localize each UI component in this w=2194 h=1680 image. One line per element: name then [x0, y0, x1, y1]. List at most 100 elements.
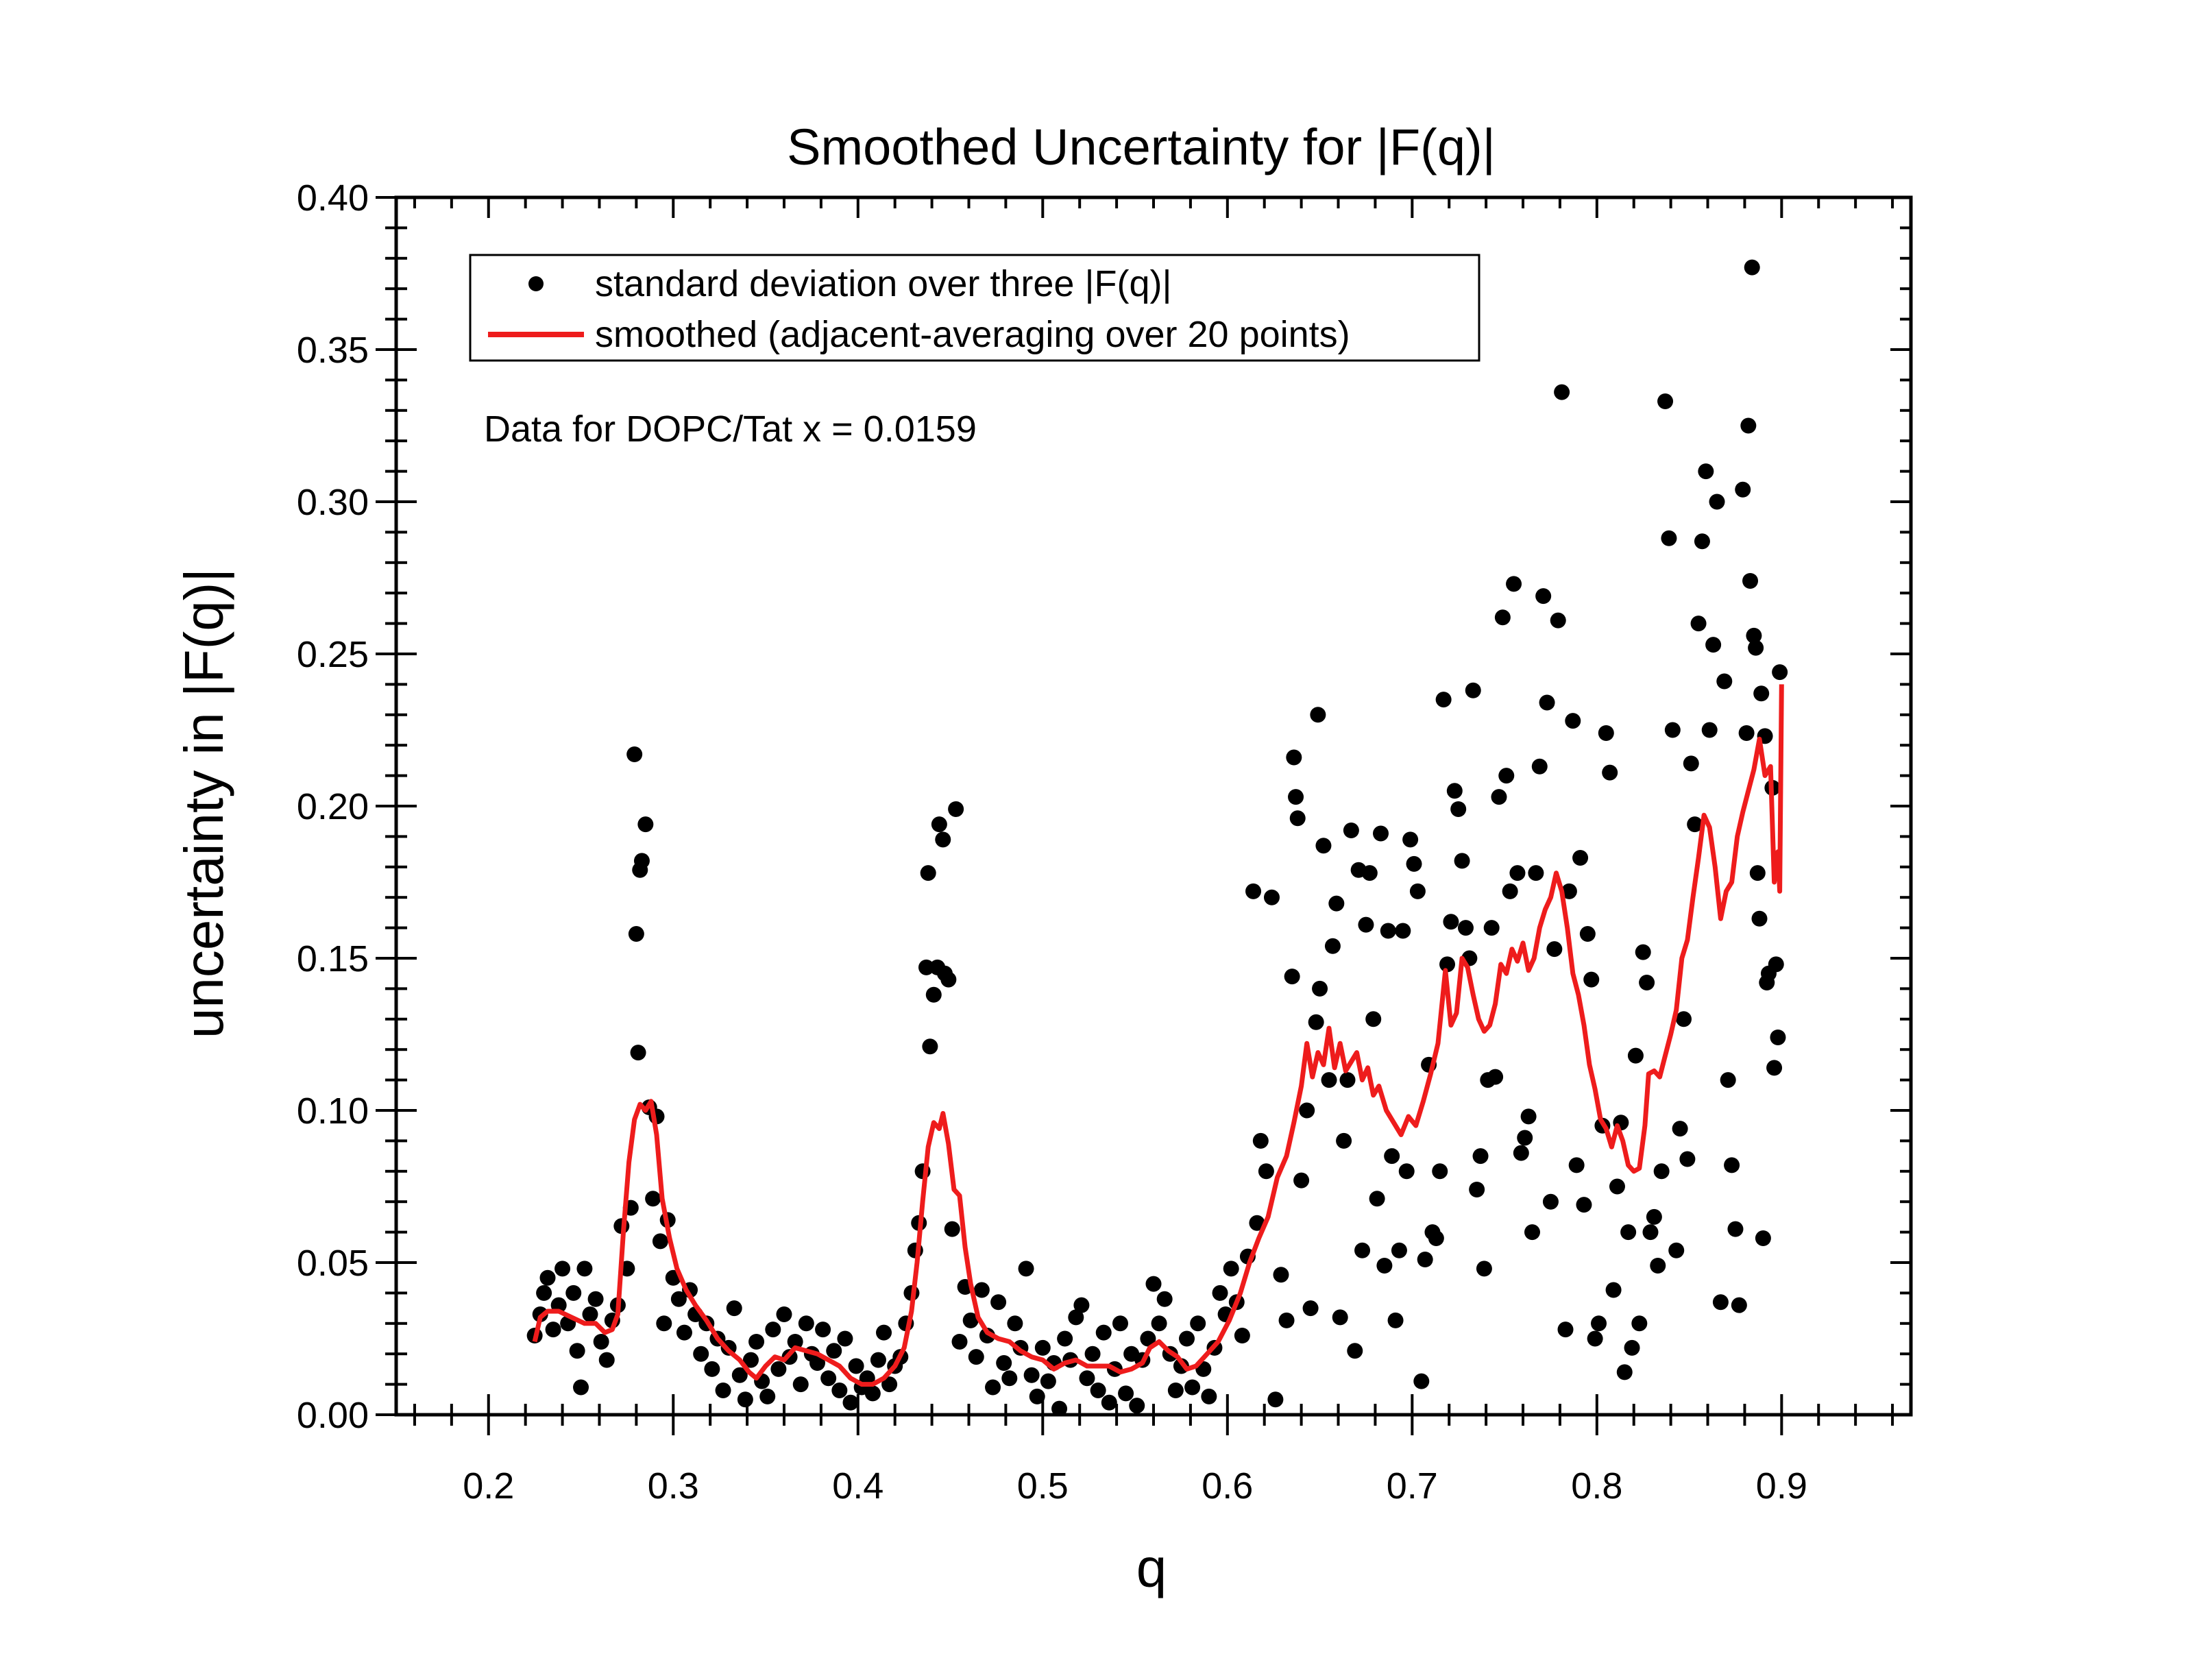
scatter-point	[626, 746, 643, 763]
scatter-point	[1550, 612, 1566, 629]
scatter-point	[1432, 1163, 1448, 1180]
scatter-point	[1720, 1072, 1736, 1088]
scatter-point	[1694, 533, 1710, 550]
scatter-point	[1040, 1373, 1056, 1389]
scatter-point	[1770, 1029, 1786, 1045]
scatter-point	[1616, 1364, 1633, 1380]
scatter-point	[1742, 572, 1759, 589]
scatter-point	[809, 1355, 825, 1372]
scatter-point	[1184, 1379, 1201, 1396]
scatter-point	[1487, 1069, 1504, 1085]
scatter-point	[1391, 1242, 1407, 1258]
scatter-point	[848, 1358, 864, 1374]
scatter-point	[633, 853, 650, 869]
scatter-point	[1112, 1315, 1128, 1332]
scatter-point	[1768, 956, 1784, 973]
scatter-point	[1273, 1267, 1289, 1283]
scatter-point	[576, 1261, 593, 1277]
scatter-point	[1090, 1382, 1106, 1398]
scatter-point	[1417, 1252, 1433, 1268]
scatter-point	[1347, 1343, 1363, 1359]
scatter-point	[1539, 694, 1555, 711]
scatter-point	[1465, 682, 1481, 698]
scatter-point	[1639, 975, 1655, 991]
scatter-point	[925, 986, 942, 1003]
scatter-point	[1167, 1382, 1184, 1398]
scatter-point	[1384, 1148, 1400, 1165]
scatter-point	[1565, 713, 1581, 729]
scatter-point	[1609, 1178, 1625, 1195]
scatter-point	[693, 1346, 709, 1362]
scatter-point	[1705, 637, 1722, 653]
x-tick-label: 0.3	[648, 1465, 699, 1507]
scatter-point	[1310, 707, 1326, 723]
scatter-point	[1302, 1300, 1319, 1317]
scatter-point	[1668, 1242, 1685, 1258]
scatter-point	[1766, 1060, 1783, 1076]
scatter-point	[737, 1391, 753, 1408]
scatter-point	[1753, 685, 1770, 702]
scatter-point	[1650, 1257, 1666, 1274]
scatter-point	[539, 1269, 556, 1286]
scatter-point	[1446, 783, 1463, 799]
scatter-point	[1361, 865, 1378, 881]
scatter-point	[1286, 749, 1302, 766]
scatter-point	[630, 1045, 646, 1061]
legend-line-label: smoothed (adjacent-averaging over 20 poi…	[595, 314, 1350, 355]
scatter-point	[628, 925, 644, 942]
scatter-point	[765, 1322, 781, 1338]
scatter-point	[1068, 1309, 1084, 1326]
scatter-point	[1568, 1157, 1585, 1173]
scatter-point	[1620, 1224, 1637, 1241]
scatter-point	[798, 1315, 814, 1332]
scatter-point	[573, 1379, 589, 1396]
x-axis-label: q	[1136, 1537, 1167, 1598]
scatter-point	[1472, 1148, 1489, 1165]
scatter-point	[1328, 895, 1345, 912]
y-tick-label: 0.25	[297, 634, 369, 675]
x-tick-label: 0.2	[463, 1465, 514, 1507]
scatter-point	[940, 971, 957, 988]
scatter-point	[1735, 481, 1751, 498]
scatter-point	[1312, 980, 1328, 997]
scatter-point	[1079, 1370, 1095, 1387]
y-tick-label: 0.10	[297, 1091, 369, 1132]
scatter-point	[973, 1282, 990, 1298]
x-tick-label: 0.5	[1017, 1465, 1069, 1507]
scatter-point	[1740, 417, 1757, 434]
scatter-point	[1140, 1330, 1156, 1347]
scatter-point	[1336, 1132, 1352, 1149]
scatter-point	[1354, 1242, 1371, 1258]
scatter-point	[918, 959, 934, 975]
scatter-point	[1653, 1163, 1670, 1180]
scatter-point	[1212, 1285, 1228, 1301]
scatter-point	[676, 1324, 692, 1341]
scatter-point	[1517, 1130, 1533, 1146]
scatter-point	[1709, 494, 1725, 510]
scatter-point	[1572, 849, 1589, 866]
scatter-point	[715, 1382, 731, 1398]
scatter-point	[1288, 789, 1304, 805]
scatter-point	[776, 1306, 792, 1322]
scatter-point	[1007, 1315, 1023, 1332]
scatter-point	[787, 1333, 803, 1350]
scatter-point	[587, 1291, 604, 1307]
scatter-point	[864, 1385, 881, 1402]
scatter-point	[920, 865, 936, 881]
scatter-point	[1376, 1257, 1393, 1274]
scatter-point	[815, 1322, 831, 1338]
scatter-point	[1509, 865, 1526, 881]
scatter-point	[1744, 259, 1760, 276]
scatter-point	[1587, 1330, 1603, 1347]
scatter-point	[1409, 883, 1426, 899]
scatter-point	[1546, 941, 1563, 958]
scatter-point	[1531, 758, 1548, 775]
scatter-point	[1201, 1388, 1217, 1404]
scatter-point	[1402, 831, 1419, 848]
x-axis-tick-labels: 0.2 0.3 0.4 0.5 0.6 0.7 0.8 0.9	[463, 1465, 1807, 1507]
scatter-point	[979, 1328, 995, 1344]
scatter-point	[1101, 1394, 1117, 1411]
scatter-point	[1469, 1181, 1485, 1197]
scatter-point	[1635, 944, 1651, 960]
scatter-point	[1494, 609, 1511, 626]
